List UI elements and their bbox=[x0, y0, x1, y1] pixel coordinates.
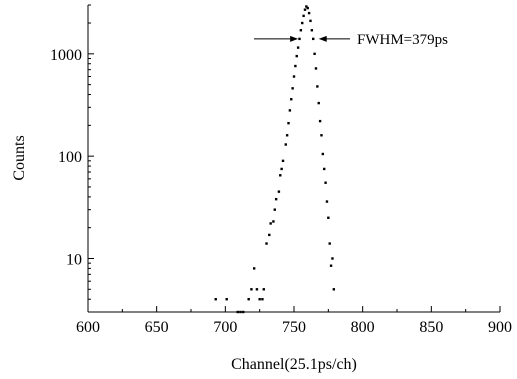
data-point bbox=[320, 134, 323, 137]
data-point bbox=[309, 19, 312, 23]
data-point bbox=[295, 54, 298, 58]
data-point bbox=[296, 46, 300, 49]
y-ticks: 10 100 1000 bbox=[50, 4, 94, 313]
data-point bbox=[301, 21, 304, 25]
x-tick-label: 750 bbox=[282, 319, 306, 336]
data-point bbox=[287, 121, 290, 125]
data-point bbox=[272, 220, 275, 223]
fwhm-annotation: FWHM=379ps bbox=[254, 32, 448, 48]
data-point bbox=[265, 242, 268, 245]
data-point bbox=[328, 242, 331, 245]
data-point bbox=[312, 37, 315, 41]
data-point bbox=[291, 87, 294, 90]
x-tick-label: 600 bbox=[76, 319, 100, 336]
data-point bbox=[324, 181, 327, 184]
data-point bbox=[284, 143, 287, 146]
data-point bbox=[318, 119, 322, 123]
data-point bbox=[239, 310, 242, 314]
axes bbox=[87, 5, 500, 313]
data-point bbox=[325, 200, 329, 203]
data-point bbox=[331, 257, 334, 260]
data-point bbox=[285, 134, 289, 137]
data-point bbox=[294, 64, 297, 68]
data-point bbox=[323, 167, 326, 171]
y-tick-label: 1000 bbox=[50, 47, 82, 64]
data-point bbox=[274, 197, 278, 201]
x-axis-label: Channel(25.1ps/ch) bbox=[231, 356, 357, 373]
data-point bbox=[292, 75, 296, 78]
data-point bbox=[241, 310, 245, 314]
y-tick-label: 10 bbox=[66, 251, 82, 268]
fwhm-arrowhead-right bbox=[318, 35, 327, 42]
data-point bbox=[321, 152, 325, 156]
data-point bbox=[279, 174, 282, 177]
data-point bbox=[303, 8, 307, 11]
data-point bbox=[299, 29, 303, 32]
data-point bbox=[329, 264, 333, 267]
data-point bbox=[258, 298, 261, 301]
data-point bbox=[261, 298, 264, 301]
data-point bbox=[317, 101, 320, 105]
data-point bbox=[250, 288, 253, 291]
data-point bbox=[273, 208, 276, 211]
data-point bbox=[332, 288, 336, 291]
data-point bbox=[281, 159, 285, 163]
data-point bbox=[313, 52, 316, 56]
data-point bbox=[307, 11, 311, 15]
data-points bbox=[214, 5, 336, 314]
x-tick-label: 800 bbox=[351, 319, 375, 336]
x-tick-label: 850 bbox=[419, 319, 443, 336]
fwhm-label: FWHM=379ps bbox=[357, 32, 448, 48]
fwhm-arrowhead-left bbox=[290, 35, 299, 42]
data-point bbox=[225, 298, 228, 301]
data-point bbox=[290, 98, 293, 101]
y-axis-label: Counts bbox=[11, 135, 28, 180]
data-point bbox=[314, 67, 318, 70]
x-tick-label: 700 bbox=[213, 319, 237, 336]
data-point bbox=[252, 267, 256, 270]
x-tick-label: 900 bbox=[488, 319, 512, 336]
data-point bbox=[214, 298, 217, 301]
data-point bbox=[316, 85, 319, 88]
data-point bbox=[247, 298, 250, 301]
data-point bbox=[302, 14, 305, 18]
data-point bbox=[298, 37, 301, 41]
x-ticks: 600 650 700 750 800 850 900 bbox=[76, 306, 512, 336]
data-point bbox=[268, 233, 271, 237]
data-point bbox=[306, 6, 309, 10]
data-point bbox=[277, 190, 281, 193]
data-point bbox=[262, 288, 265, 291]
data-point bbox=[236, 310, 239, 314]
y-tick-label: 100 bbox=[58, 149, 82, 166]
data-point bbox=[288, 109, 292, 112]
data-point bbox=[269, 222, 272, 225]
data-point bbox=[327, 216, 330, 219]
x-tick-label: 650 bbox=[145, 319, 169, 336]
data-point bbox=[310, 29, 314, 32]
data-point bbox=[280, 167, 283, 171]
data-point bbox=[305, 5, 308, 8]
data-point bbox=[255, 288, 259, 291]
